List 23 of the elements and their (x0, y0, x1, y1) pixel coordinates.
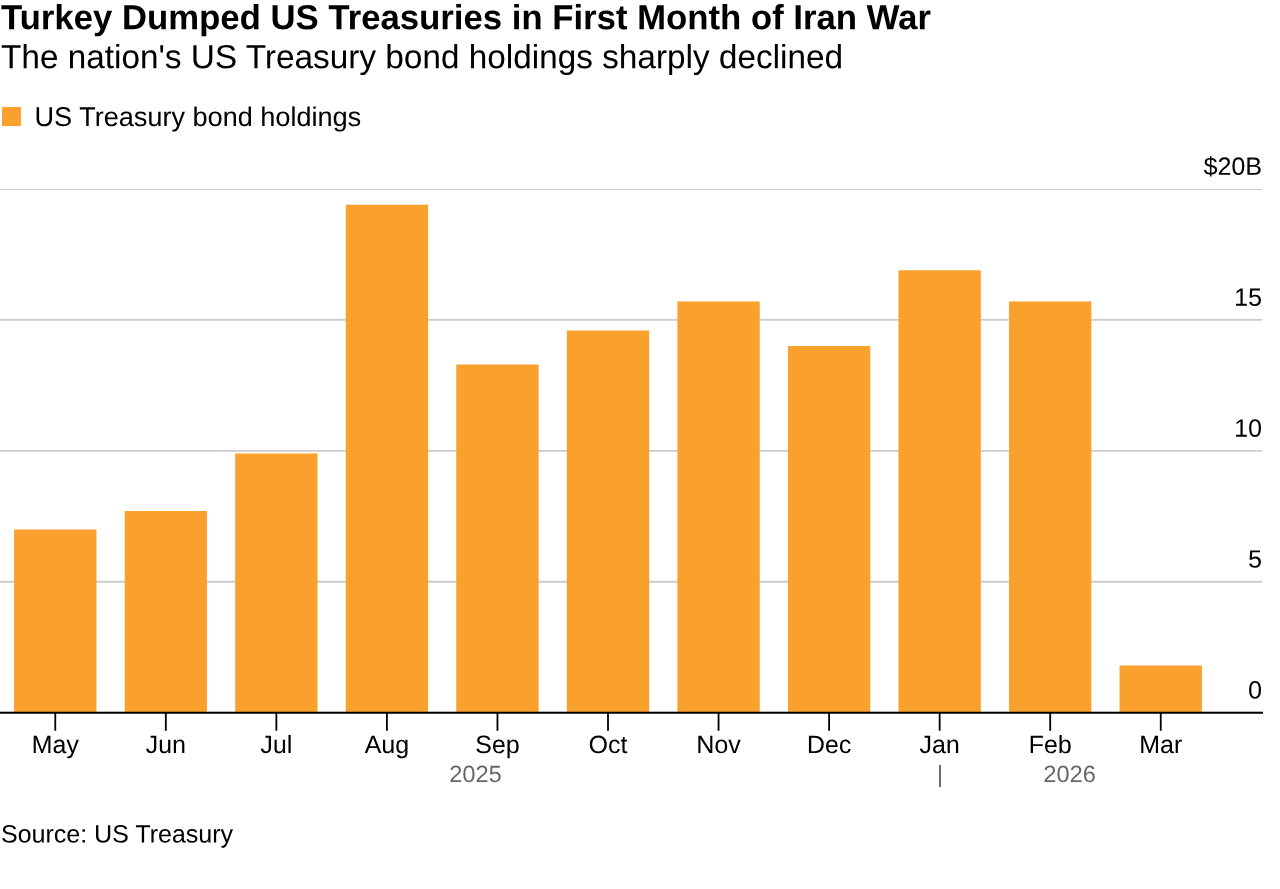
x-tick-label: Dec (808, 735, 851, 754)
y-tick-label: 0 (1249, 681, 1262, 699)
y-tick-label: 10 (1236, 419, 1262, 437)
x-tick-label: Sep (476, 735, 519, 759)
text: 2026 (1044, 765, 1095, 783)
legend-label: US Treasury bond holdings (36, 106, 361, 132)
x-tick-label: Nov (698, 735, 741, 754)
x-tick-label: Aug (364, 735, 408, 759)
x-tick-label: Jul (260, 734, 291, 754)
x-tick-label: Oct (589, 735, 628, 754)
source-note: Source: US Treasury (2, 825, 233, 848)
text: 2025 (450, 765, 501, 783)
y-tick-label: $20B (1203, 156, 1261, 177)
y-tick-label: 5 (1249, 550, 1261, 568)
chart-title: Turkey Dumped US Treasuries in First Month of Iran War (1, 4, 931, 37)
y-tick-label: 15 (1236, 288, 1261, 306)
x-tick-label: Jan (919, 735, 959, 754)
x-tick-label: Feb (1030, 734, 1071, 754)
x-tick-label: Jun (146, 735, 185, 754)
x-tick-label: Mar (1141, 735, 1182, 754)
x-tick-label: May (33, 735, 79, 759)
chart-subtitle: The nation's US Treasury bond holdings sharply declined (1, 44, 841, 76)
text: | (939, 764, 941, 788)
